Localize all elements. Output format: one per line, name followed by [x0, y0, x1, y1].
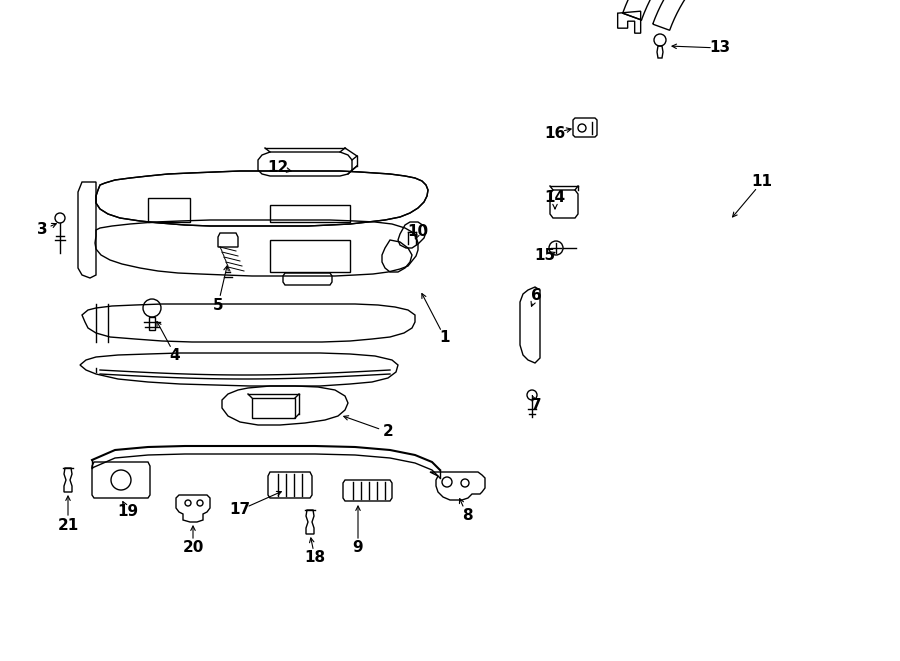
Text: 1: 1	[440, 330, 450, 346]
Text: 14: 14	[544, 190, 565, 206]
Text: 7: 7	[531, 397, 541, 412]
Text: 3: 3	[37, 223, 48, 237]
Text: 11: 11	[752, 175, 772, 190]
Text: 15: 15	[535, 249, 555, 264]
Text: 18: 18	[304, 551, 326, 566]
Text: 2: 2	[382, 424, 393, 440]
Text: 9: 9	[353, 541, 364, 555]
Text: 21: 21	[58, 518, 78, 533]
Text: 5: 5	[212, 297, 223, 313]
Text: 4: 4	[170, 348, 180, 362]
Text: 10: 10	[408, 225, 428, 239]
Text: 13: 13	[709, 40, 731, 56]
Text: 8: 8	[462, 508, 472, 522]
Text: 17: 17	[230, 502, 250, 518]
Text: 16: 16	[544, 126, 565, 141]
Text: 6: 6	[531, 288, 542, 303]
Text: 19: 19	[117, 504, 139, 520]
Text: 12: 12	[267, 161, 289, 176]
Text: 20: 20	[183, 541, 203, 555]
